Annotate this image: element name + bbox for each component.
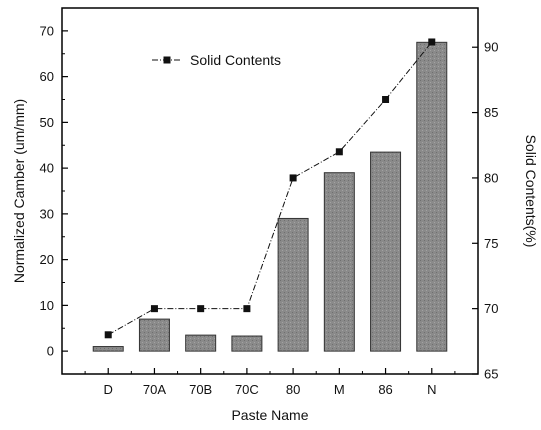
line-layer — [104, 38, 436, 339]
y-tick-label: 20 — [40, 252, 54, 267]
x-tick-label: 70C — [235, 382, 259, 397]
bar-70A — [138, 318, 170, 352]
y2-tick-label: 80 — [484, 170, 498, 185]
y-tick-label: 10 — [40, 298, 54, 313]
bar-86 — [370, 151, 402, 352]
y-axis-title: Normalized Camber (um/mm) — [11, 99, 27, 283]
axes-layer: 0 10 20 30 40 50 60 70 65 70 75 80 85 90 D 70A 70B 70C 80 M… — [40, 7, 498, 397]
y2-tick-label: 75 — [484, 236, 498, 251]
legend: Solid Contents — [152, 52, 281, 68]
x-tick-label: 70B — [189, 382, 212, 397]
bars-layer — [92, 41, 448, 352]
bar-70C — [231, 335, 263, 352]
x-axis-title: Paste Name — [231, 407, 308, 423]
y-tick-label: 50 — [40, 115, 54, 130]
x-tick-label: 86 — [378, 382, 392, 397]
solid-contents-point-70B — [197, 305, 205, 313]
y2-tick-label: 65 — [484, 367, 498, 382]
solid-contents-point-86 — [382, 96, 390, 103]
y-tick-label: 30 — [40, 206, 54, 221]
x-tick-label: 80 — [286, 382, 300, 397]
x-tick-label: M — [334, 382, 345, 397]
legend-label: Solid Contents — [190, 52, 281, 68]
bar-M — [323, 172, 355, 352]
y2-tick-label: 85 — [484, 105, 498, 120]
bar-70B — [185, 334, 217, 352]
bar-80 — [277, 217, 309, 352]
y2-axis-title: Solid Contents(%) — [523, 135, 539, 248]
y-tick-label: 0 — [47, 344, 54, 359]
y2-tick-label: 90 — [484, 40, 498, 55]
solid-contents-point-70C — [243, 305, 251, 313]
bar-D — [92, 346, 124, 352]
x-tick-label: N — [427, 382, 436, 397]
solid-contents-point-70A — [150, 305, 158, 313]
x-tick-label: 70A — [143, 382, 166, 397]
y-tick-label: 40 — [40, 161, 54, 176]
y-tick-label: 60 — [40, 69, 54, 84]
solid-contents-point-N — [428, 38, 436, 46]
solid-contents-point-D — [104, 331, 112, 339]
x-tick-label: D — [104, 382, 113, 397]
solid-contents-point-80 — [289, 174, 297, 182]
y-tick-label: 70 — [40, 23, 54, 38]
legend-square-marker — [163, 56, 171, 64]
solid-contents-line — [107, 41, 433, 336]
y2-tick-label: 70 — [484, 301, 498, 316]
bar-N — [416, 41, 448, 352]
solid-contents-point-M — [335, 148, 343, 156]
